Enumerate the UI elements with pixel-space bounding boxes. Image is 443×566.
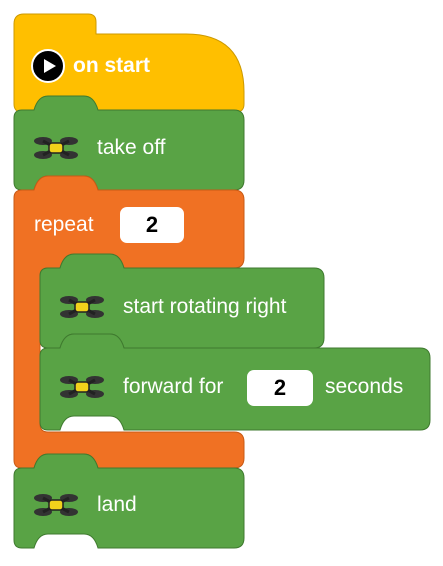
drone-icon <box>60 296 104 318</box>
forward-for-block[interactable] <box>39 333 431 431</box>
repeat-count-input[interactable]: 2 <box>120 207 184 243</box>
play-icon <box>31 49 65 83</box>
land-block[interactable] <box>13 453 245 549</box>
drone-icon <box>34 137 78 159</box>
drone-icon <box>60 376 104 398</box>
drone-icon <box>34 494 78 516</box>
forward-duration-input[interactable]: 2 <box>247 370 313 406</box>
